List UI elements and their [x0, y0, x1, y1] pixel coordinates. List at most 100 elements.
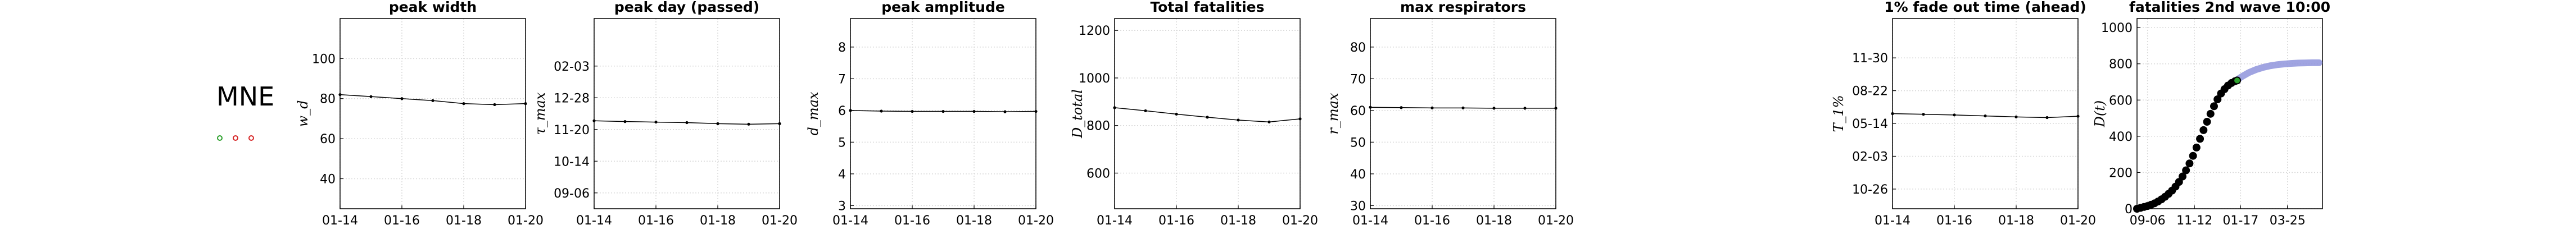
y-tick-label: 800	[2109, 58, 2133, 72]
chart-title: peak amplitude	[881, 0, 1005, 15]
x-tick-label: 01-16	[1158, 214, 1194, 228]
chart-title: 1% fade out time (ahead)	[1884, 0, 2086, 15]
status-dot-red-2	[248, 135, 254, 141]
x-tick-label: 01-20	[762, 214, 798, 228]
data-point	[1003, 110, 1007, 113]
data-point	[2076, 114, 2080, 118]
plot-frame	[2136, 18, 2323, 209]
x-tick-label: 01-14	[1875, 214, 1911, 228]
x-tick-label: 01-16	[384, 214, 420, 228]
y-axis-label: τ_max	[532, 92, 548, 135]
y-tick-label: 80	[1350, 41, 1366, 55]
data-point	[462, 102, 465, 105]
y-tick-label: 11-20	[554, 123, 590, 137]
observed-point	[2213, 95, 2222, 103]
y-tick-label: 11-30	[1852, 52, 1888, 66]
y-tick-label: 6	[838, 104, 846, 118]
observed-point	[2192, 143, 2201, 152]
data-point	[1034, 109, 1038, 113]
status-dot-red-1	[233, 135, 238, 141]
data-point	[911, 109, 914, 113]
data-point	[880, 109, 883, 113]
chart-panel-2: peak day (passed) 01-14 01-16 01-18 01-20 09-…	[532, 0, 798, 228]
x-tick-label: 01-18	[1998, 214, 2034, 228]
y-tick-label: 70	[1350, 72, 1366, 86]
y-tick-label: 600	[2109, 94, 2133, 108]
x-tick-label: 01-17	[2222, 214, 2258, 228]
data-point	[1430, 106, 1434, 109]
chart-panel-1: peak width 01-14 01-16 01-18 01-20 40 60 80 100 w…	[295, 0, 544, 228]
x-tick-label: 01-14	[832, 214, 868, 228]
observed-point	[2206, 109, 2215, 118]
y-axis-label: D_total	[1070, 89, 1085, 139]
plot-frame	[1114, 18, 1301, 209]
data-point	[1113, 106, 1116, 109]
data-point	[1523, 107, 1527, 110]
plot-frame	[1892, 18, 2079, 209]
x-tick-label: 01-20	[508, 214, 544, 228]
plot-frame	[339, 18, 526, 209]
data-point	[1922, 113, 1925, 116]
data-point	[524, 102, 527, 105]
y-tick-label: 3	[838, 199, 846, 213]
series-line	[1114, 107, 1301, 123]
data-point	[1953, 113, 1956, 117]
data-point	[1298, 117, 1302, 121]
plot-frame	[594, 18, 780, 209]
data-point	[654, 120, 658, 124]
y-axis-label: w_d	[295, 100, 311, 127]
data-point	[369, 95, 373, 98]
x-tick-label: 09-06	[2130, 214, 2166, 228]
y-tick-label: 400	[2109, 130, 2133, 144]
y-tick-label: 8	[838, 41, 846, 55]
data-point	[1206, 116, 1209, 119]
data-point	[400, 97, 404, 100]
x-tick-label: 01-18	[1476, 214, 1512, 228]
y-tick-label: 200	[2109, 166, 2133, 180]
x-tick-label: 01-16	[894, 214, 930, 228]
x-tick-label: 01-20	[2060, 214, 2096, 228]
observed-point	[2210, 102, 2218, 111]
y-tick-label: 60	[320, 132, 336, 146]
data-point	[1369, 105, 1372, 109]
x-tick-label: 11-12	[2176, 214, 2212, 228]
x-tick-label: 01-16	[638, 214, 674, 228]
x-tick-label: 01-20	[1282, 214, 1318, 228]
observed-point	[2189, 152, 2197, 160]
y-tick-label: 40	[320, 172, 336, 186]
observed-point	[2203, 118, 2211, 126]
data-point	[2045, 116, 2049, 120]
x-tick-label: 01-18	[700, 214, 736, 228]
x-tick-label: 03-25	[2270, 214, 2306, 228]
y-tick-label: 09-06	[554, 187, 590, 201]
x-tick-label: 01-18	[446, 214, 482, 228]
y-tick-label: 05-14	[1852, 117, 1888, 131]
y-axis-label: D(t)	[2092, 100, 2108, 128]
chart-panel-4: Total fatalities 01-14 01-16 01-18 01-20 600 8…	[1070, 0, 1318, 228]
observed-point	[2185, 159, 2194, 168]
y-tick-label: 10-14	[554, 155, 590, 169]
data-point	[972, 109, 976, 113]
data-point	[592, 119, 596, 122]
chart-panel-3: peak amplitude 01-14 01-16 01-18 01-20 3 4 5 6 7 8…	[805, 0, 1054, 228]
y-tick-label: 1000	[2101, 21, 2133, 35]
y-tick-label: 1000	[1079, 72, 1110, 86]
y-tick-label: 600	[1086, 167, 1110, 181]
data-point	[1492, 107, 1496, 110]
data-point	[849, 109, 852, 112]
y-tick-label: 5	[838, 136, 846, 150]
chart-title: peak width	[389, 0, 477, 15]
data-point	[338, 93, 342, 97]
y-tick-label: 7	[838, 72, 846, 86]
y-tick-label: 4	[838, 168, 846, 182]
y-tick-label: 10-26	[1852, 183, 1888, 197]
y-axis-label: T_1%	[1831, 95, 1846, 132]
status-dot-green	[217, 135, 223, 141]
y-tick-label: 0	[2125, 203, 2133, 217]
x-tick-label: 01-18	[1220, 214, 1256, 228]
data-point	[716, 122, 719, 125]
y-tick-label: 12-28	[554, 91, 590, 105]
data-point	[431, 99, 434, 102]
data-point	[1554, 107, 1558, 110]
